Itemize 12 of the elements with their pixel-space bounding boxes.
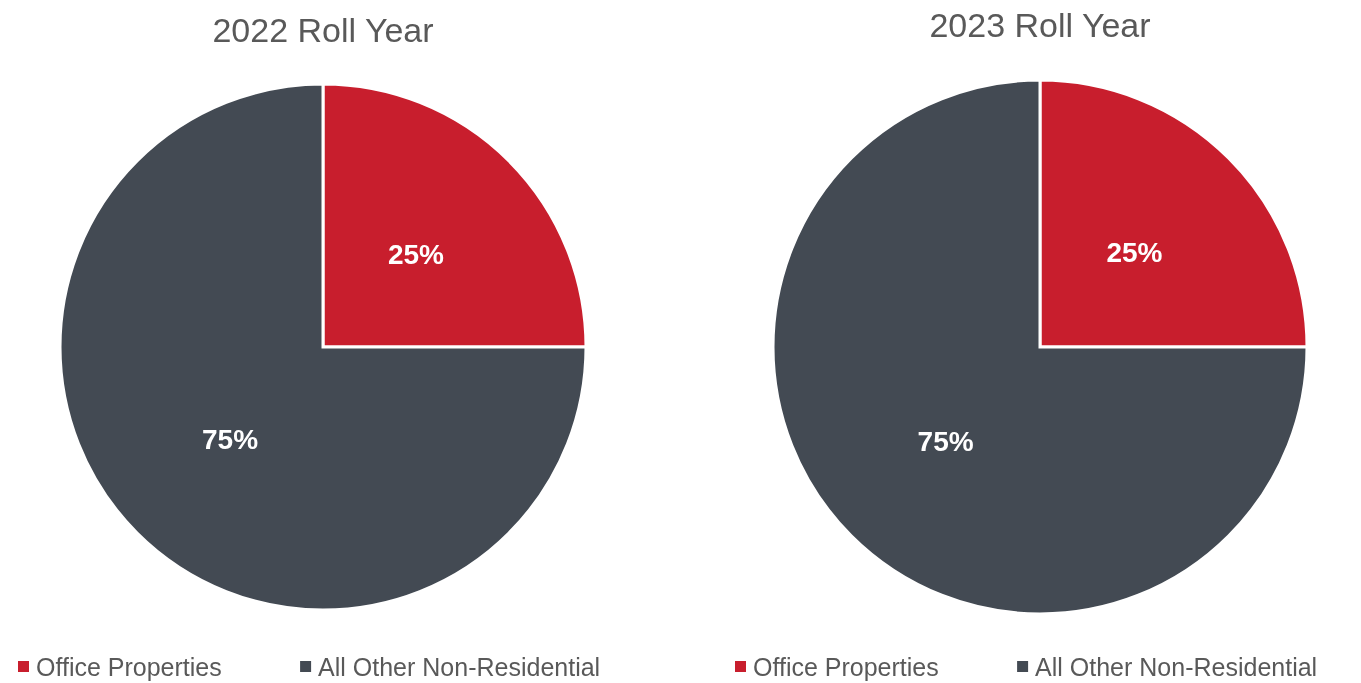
pie-slice	[771, 78, 1309, 616]
data-label: 75%	[201, 424, 259, 456]
legend-label: All Other Non-Residential	[318, 653, 601, 681]
legend-label: All Other Non-Residential	[1035, 653, 1318, 681]
chart-title: 2023 Roll Year	[929, 6, 1151, 44]
legend-label: Office Properties	[36, 653, 222, 681]
data-label: 25%	[387, 238, 445, 270]
chart-title: 2022 Roll Year	[212, 11, 434, 49]
data-label: 75%	[917, 425, 974, 457]
pie-slice	[58, 82, 588, 612]
legend-label: Office Properties	[753, 653, 939, 681]
data-label: 25%	[1106, 237, 1163, 269]
